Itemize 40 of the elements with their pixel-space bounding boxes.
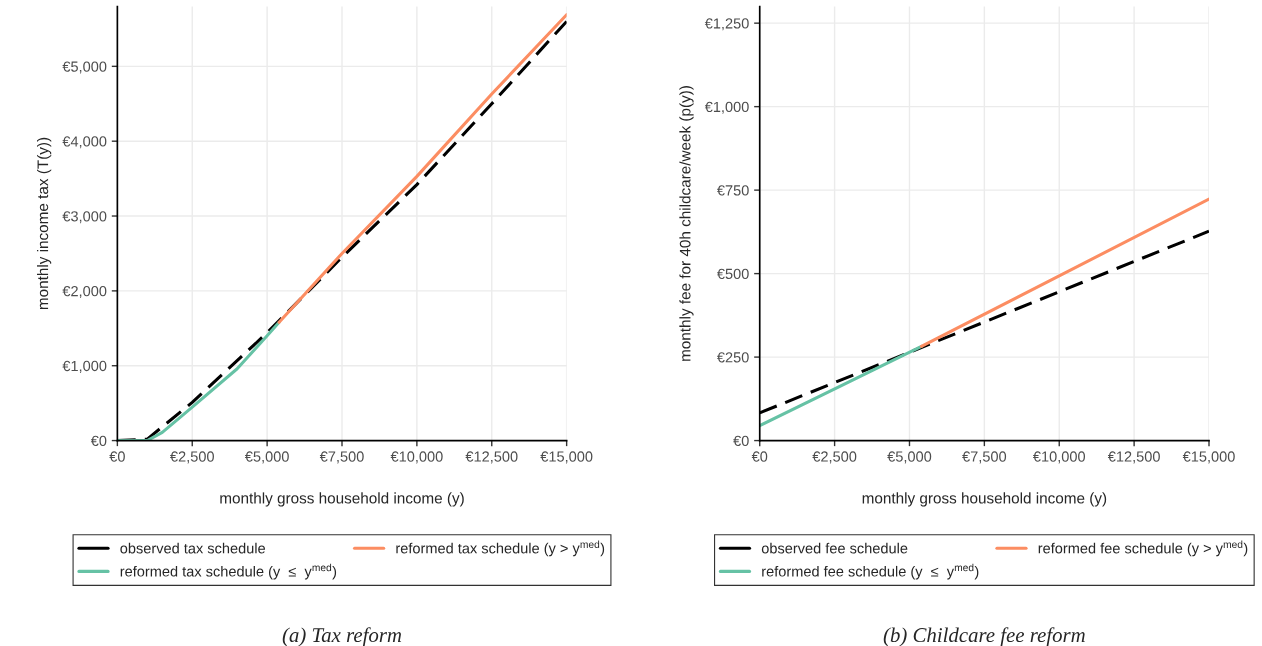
- line-series: [277, 13, 567, 324]
- legend-label: reformed fee schedule (y ≤ y$^{med}$): [762, 563, 979, 580]
- x-tick-label: €10,000: [1033, 451, 1086, 464]
- y-axis-title: monthly fee for 40h childcare/week (p(y)): [679, 86, 694, 361]
- text: (b) Childcare fee reform: [883, 627, 1085, 646]
- y-tick-label: €750: [716, 185, 749, 196]
- text: (a) Tax reform: [282, 627, 402, 646]
- x-tick-label: €12,500: [1107, 451, 1160, 464]
- line-series: [117, 320, 281, 441]
- y-tick-label: €1,000: [704, 101, 749, 114]
- x-tick-label: €7,500: [962, 451, 1007, 464]
- legend-label: observed tax schedule: [120, 542, 266, 554]
- x-tick-label: €15,000: [540, 451, 593, 464]
- x-tick-label: €0: [109, 451, 125, 462]
- x-tick-label: €7,500: [319, 451, 364, 464]
- x-tick-label: €0: [751, 451, 768, 462]
- y-tick-label: €5,000: [62, 61, 107, 74]
- y-tick-label: €4,000: [62, 136, 107, 149]
- x-tick-label: €5,000: [887, 451, 932, 464]
- y-tick-label: €2,000: [62, 285, 107, 299]
- y-tick-label: €0: [90, 435, 107, 446]
- legend-label: reformed fee schedule (y > y$^{med}$): [1038, 540, 1248, 557]
- y-tick-label: €3,000: [62, 211, 107, 224]
- x-axis-title: monthly gross household income (y): [862, 492, 1107, 507]
- y-tick-label: €500: [716, 268, 749, 280]
- y-tick-label: €1,250: [704, 18, 749, 31]
- x-axis-title: monthly gross household income (y): [220, 492, 464, 507]
- y-axis-title: monthly income tax (T(y)): [37, 137, 52, 310]
- legend-label: observed fee schedule: [761, 542, 908, 554]
- y-tick-label: €1,000: [62, 360, 107, 373]
- x-tick-label: €2,500: [170, 451, 214, 464]
- x-tick-label: €10,000: [390, 451, 443, 464]
- x-tick-label: €2,500: [812, 451, 857, 464]
- y-tick-label: €0: [733, 435, 749, 446]
- x-tick-label: €12,500: [465, 451, 518, 464]
- y-tick-label: €250: [716, 352, 749, 363]
- legend-label: reformed tax schedule (y > y$^{med}$): [396, 540, 605, 557]
- x-tick-label: €15,000: [1182, 451, 1235, 464]
- x-tick-label: €5,000: [244, 451, 289, 464]
- legend-label: reformed tax schedule (y ≤ y$^{med}$): [120, 563, 337, 580]
